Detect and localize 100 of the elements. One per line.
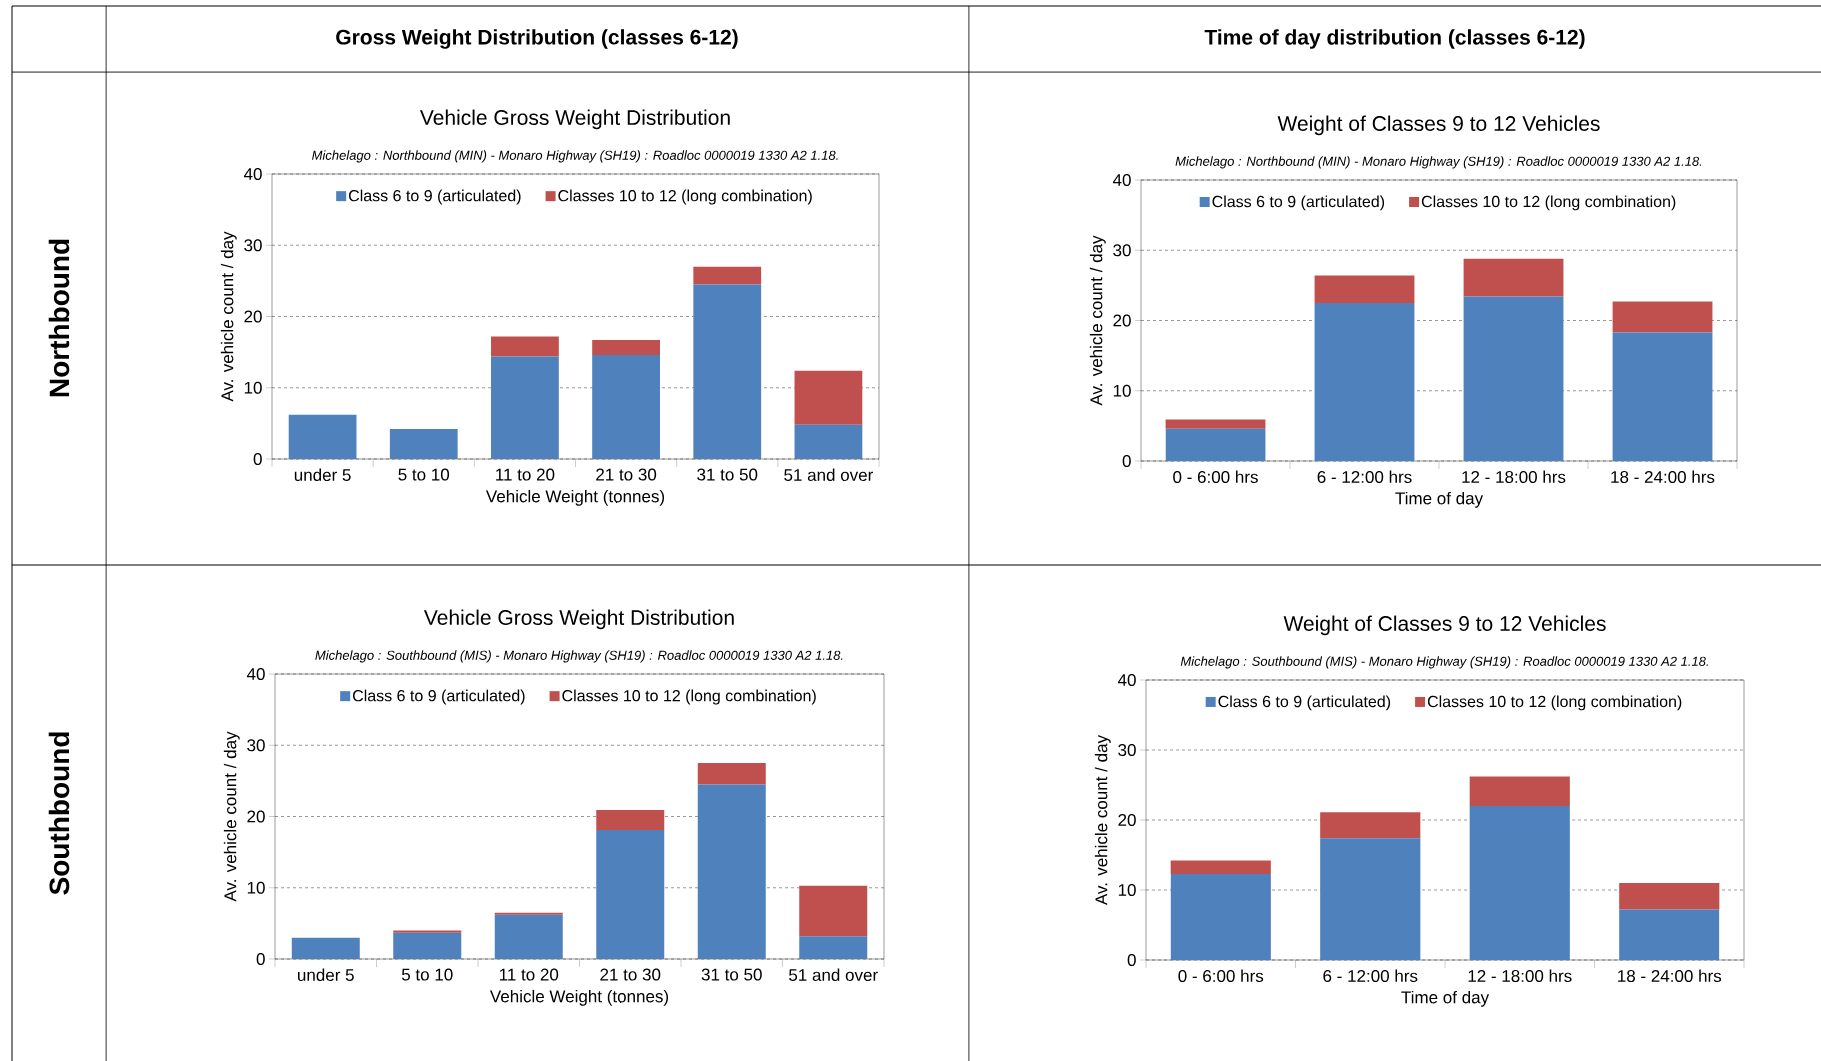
bar [393, 930, 462, 933]
y-tick-label: 30 [247, 739, 265, 752]
y-tick-label: 10 [1118, 883, 1136, 897]
bar [799, 885, 868, 937]
x-tick-label: 0 - 6:00 hrs [1178, 969, 1264, 983]
chart-title: Weight of Classes 9 to 12 Vehicles [1277, 115, 1600, 136]
x-axis-title: Time of day [1395, 491, 1484, 508]
bar [693, 266, 762, 285]
bar [794, 424, 863, 460]
x-tick-label: 6 - 12:00 hrs [1323, 969, 1418, 983]
y-tick-label: 10 [1113, 384, 1131, 397]
y-axis-title: Av. vehicle count / day [1089, 235, 1106, 406]
chart-subtitle: Michelago : Northbound (MIN) - Monaro Highway (SH19) : Roadloc 0000019 1330 A2 1.18. [312, 150, 838, 163]
bar [794, 370, 863, 425]
bar [697, 784, 766, 960]
y-axis-title: Av. vehicle count / day [223, 731, 240, 902]
y-tick-label: 0 [256, 952, 265, 966]
x-tick-label: under 5 [298, 968, 354, 982]
bar [1320, 838, 1421, 961]
y-tick-label: 20 [1118, 813, 1136, 827]
bar [592, 340, 660, 355]
bar [389, 429, 458, 460]
bar [491, 336, 559, 357]
x-tick-label: 12 - 18:00 hrs [1462, 470, 1566, 484]
x-tick-label: 5 to 10 [401, 968, 453, 981]
legend-label: Class 6 to 9 (articulated) [352, 689, 525, 705]
bar [1165, 428, 1266, 462]
y-tick-label: 20 [1113, 314, 1131, 327]
x-tick-label: 31 to 50 [701, 968, 762, 981]
bar [291, 937, 360, 960]
bar [494, 912, 563, 915]
x-tick-label: 21 to 30 [600, 968, 661, 981]
y-tick-label: 10 [244, 381, 262, 394]
x-tick-label: 31 to 50 [697, 468, 758, 481]
bar [693, 284, 762, 460]
y-tick-label: 0 [1127, 953, 1136, 967]
y-tick-label: 40 [1112, 173, 1131, 187]
x-tick-label: 18 - 24:00 hrs [1611, 470, 1715, 484]
chart-subtitle: Michelago : Southbound (MIS) - Monaro Highway (SH19) : Roadloc 0000019 1330 A2 1.18. [1180, 656, 1708, 669]
bar [1619, 883, 1720, 910]
bar [393, 932, 462, 960]
bar [1314, 302, 1415, 462]
y-tick-label: 30 [244, 239, 262, 252]
text: Gross Weight Distribution (classes 6-12) [336, 29, 738, 49]
y-tick-label: 10 [247, 881, 265, 894]
y-tick-label: 40 [246, 667, 265, 681]
bar [1463, 258, 1564, 297]
x-tick-label: 0 - 6:00 hrs [1173, 470, 1258, 484]
y-tick-label: 0 [1122, 454, 1131, 468]
bar [1170, 873, 1271, 961]
y-tick-label: 30 [1113, 244, 1131, 257]
legend-label: Classes 10 to 12 (long combination) [562, 689, 816, 705]
chart-subtitle: Michelago : Northbound (MIN) - Monaro Highway (SH19) : Roadloc 0000019 1330 A2 1.18. [1175, 156, 1702, 169]
y-tick-label: 40 [1117, 673, 1136, 687]
chart-title: Weight of Classes 9 to 12 Vehicles [1283, 615, 1606, 636]
x-tick-label: 11 to 20 [496, 468, 555, 481]
legend-label: Classes 10 to 12 (long combination) [1427, 695, 1682, 711]
chart-title: Vehicle Gross Weight Distribution [423, 609, 734, 630]
legend-label: Class 6 to 9 (articulated) [348, 189, 521, 205]
text: Time of day distribution (classes 6-12) [1204, 29, 1585, 49]
legend-label: Classes 10 to 12 (long combination) [558, 189, 812, 205]
y-axis-title: Av. vehicle count / day [220, 231, 237, 402]
y-tick-label: 20 [247, 810, 265, 823]
y-tick-label: 30 [1118, 743, 1136, 757]
bar [1314, 275, 1415, 303]
bar [494, 914, 563, 960]
x-tick-label: 5 to 10 [398, 468, 450, 481]
bar [1165, 419, 1266, 429]
x-tick-label: 51 and over [784, 468, 873, 482]
y-axis-title: Av. vehicle count / day [1094, 735, 1111, 906]
bar [1469, 806, 1570, 961]
x-tick-label: 51 and over [789, 968, 878, 982]
bar [596, 830, 665, 960]
bar [1619, 909, 1720, 961]
legend-label: Classes 10 to 12 (long combination) [1421, 195, 1676, 211]
x-tick-label: 21 to 30 [596, 468, 657, 481]
bar [1469, 776, 1570, 807]
bar [697, 763, 766, 785]
y-tick-label: 20 [244, 310, 262, 323]
x-tick-label: 18 - 24:00 hrs [1618, 969, 1722, 983]
bar [1320, 812, 1421, 839]
x-axis-title: Vehicle Weight (tonnes) [485, 489, 665, 506]
x-axis-title: Time of day [1401, 990, 1490, 1007]
y-tick-label: 40 [243, 167, 262, 181]
bar [799, 936, 868, 960]
text: Northbound [48, 239, 70, 397]
bar [288, 414, 357, 460]
bar [1170, 860, 1271, 874]
x-tick-label: 11 to 20 [499, 968, 559, 981]
y-tick-label: 0 [253, 452, 262, 466]
x-axis-title: Vehicle Weight (tonnes) [489, 989, 669, 1006]
x-tick-label: 6 - 12:00 hrs [1317, 470, 1412, 484]
bar [596, 810, 665, 831]
bar [1612, 332, 1713, 462]
chart-subtitle: Michelago : Southbound (MIS) - Monaro Highway (SH19) : Roadloc 0000019 1330 A2 1.18. [315, 650, 843, 663]
x-tick-label: 12 - 18:00 hrs [1468, 969, 1572, 983]
x-tick-label: under 5 [294, 468, 351, 482]
legend-label: Class 6 to 9 (articulated) [1218, 695, 1391, 711]
legend-label: Class 6 to 9 (articulated) [1212, 195, 1385, 211]
bar [592, 354, 660, 460]
